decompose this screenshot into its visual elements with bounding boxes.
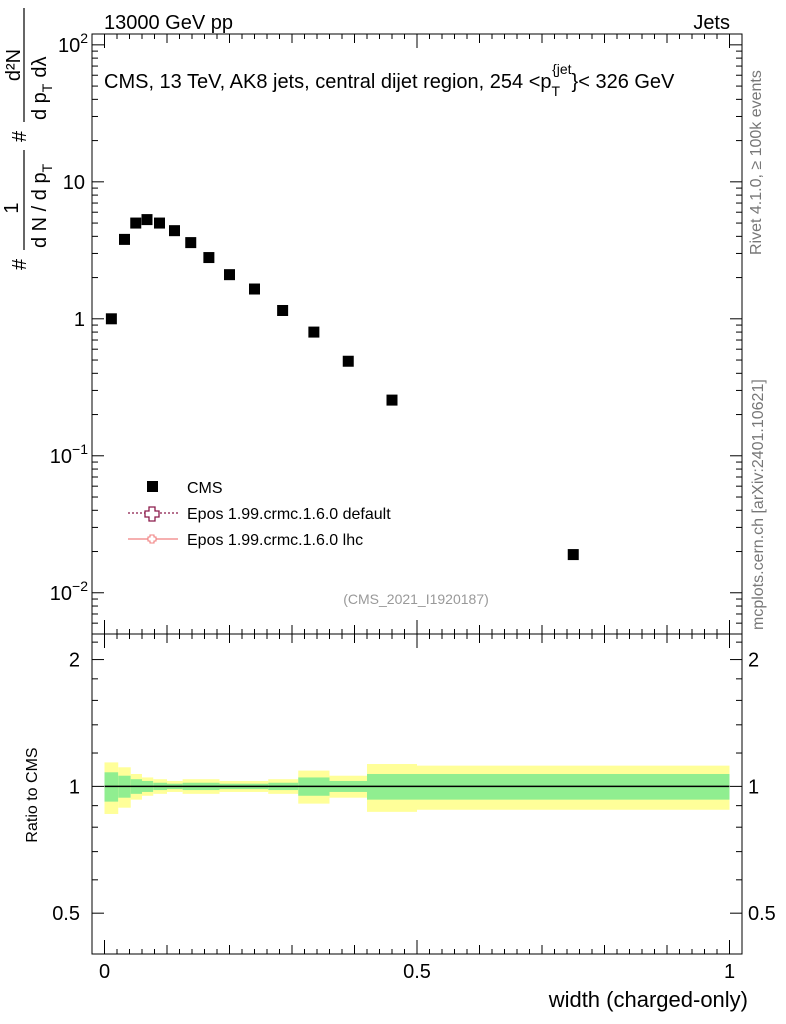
legend-cms-label: CMS xyxy=(187,480,223,497)
legend-epos-default-label: Epos 1.99.crmc.1.6.0 default xyxy=(187,506,391,523)
x-axis-label: width (charged-only) xyxy=(548,987,748,1012)
mcplots-credit-label: mcplots.cern.ch [arXiv:2401.10621] xyxy=(750,379,767,630)
analysis-id-label: (CMS_2021_I1920187) xyxy=(343,591,489,607)
x-tick-label: 0 xyxy=(99,961,110,983)
title-superscript: {jet xyxy=(552,61,572,77)
cms-data-point xyxy=(141,214,153,226)
title-tail-text: }< 326 GeV xyxy=(572,71,676,93)
ylabel-hash-2: # xyxy=(9,130,31,142)
ylabel-hash-1: # xyxy=(9,258,31,270)
legend: CMS Epos 1.99.crmc.1.6.0 default Epos 1.… xyxy=(128,480,391,549)
cms-data-point xyxy=(224,269,235,281)
ylabel-numerator-1: 1 xyxy=(1,202,23,213)
main-plot-title: CMS, 13 TeV, AK8 jets, central dijet reg… xyxy=(104,61,675,99)
x-tick-label: 0.5 xyxy=(403,961,431,983)
cms-data-point xyxy=(185,237,197,249)
ratio-y-tick-label-right: 0.5 xyxy=(748,903,776,925)
cms-data-point xyxy=(386,394,398,406)
main-y-tick-label: 102 xyxy=(58,30,88,57)
cms-data-series xyxy=(105,214,579,561)
ratio-y-tick-label-left: 0.5 xyxy=(52,903,80,925)
cms-data-point xyxy=(342,355,354,367)
x-tick-label: 1 xyxy=(724,961,735,983)
legend-epos-lhc-marker xyxy=(147,534,157,544)
ylabel-denominator: d N / d pT xyxy=(29,163,55,248)
ratio-x-axis: 0 0.5 1 xyxy=(99,634,735,983)
cms-data-point xyxy=(169,225,180,237)
main-y-tick-label: 1 xyxy=(74,309,85,331)
main-y-tick-label: 10−2 xyxy=(50,578,88,605)
title-main-text: CMS, 13 TeV, AK8 jets, central dijet reg… xyxy=(104,71,552,93)
ratio-y-axis: 2 2 1 1 0.5 0.5 xyxy=(52,641,776,955)
cms-data-point xyxy=(154,217,165,229)
rivet-version-label: Rivet 4.1.0, ≥ 100k events xyxy=(748,70,765,255)
cms-data-point xyxy=(203,252,215,264)
main-x-axis xyxy=(104,34,730,634)
ylabel-frac-bottom: d pTdλ xyxy=(29,57,55,121)
mcplots-credit-group: mcplots.cern.ch [arXiv:2401.10621] xyxy=(750,379,767,630)
ratio-uncertainty-bands xyxy=(104,762,730,814)
header-energy-label: 13000 GeV pp xyxy=(104,12,233,34)
ratio-y-tick-label-left: 2 xyxy=(69,650,80,672)
ratio-y-tick-label-left: 1 xyxy=(69,776,80,798)
legend-cms-marker xyxy=(147,481,158,492)
cms-data-point xyxy=(277,304,289,316)
cms-data-point xyxy=(249,283,260,295)
cms-data-point xyxy=(119,233,130,245)
cms-data-point xyxy=(130,217,142,229)
cms-data-point xyxy=(105,313,117,325)
main-y-tick-label: 10−1 xyxy=(50,441,88,468)
ylabel-frac-top: d²N xyxy=(3,49,25,81)
cms-data-point xyxy=(308,326,320,338)
title-subscript: T xyxy=(552,83,561,99)
ratio-y-axis-label-group: Ratio to CMS xyxy=(24,747,41,842)
header-process-label: Jets xyxy=(693,12,730,34)
legend-epos-lhc-label: Epos 1.99.crmc.1.6.0 lhc xyxy=(187,532,363,549)
rivet-version-group: Rivet 4.1.0, ≥ 100k events xyxy=(748,70,765,255)
cms-data-point xyxy=(567,549,579,561)
ratio-y-tick-label-right: 1 xyxy=(748,776,759,798)
main-y-axis: 102 10 1 10−1 10−2 xyxy=(50,30,742,635)
ratio-y-tick-label-right: 2 xyxy=(748,650,759,672)
ratio-y-axis-label: Ratio to CMS xyxy=(24,747,41,842)
legend-epos-default-marker xyxy=(144,506,160,522)
main-y-tick-label: 10 xyxy=(63,172,85,194)
main-y-axis-label: # 1 d N / d pT # d²N d pTdλ xyxy=(1,8,55,270)
